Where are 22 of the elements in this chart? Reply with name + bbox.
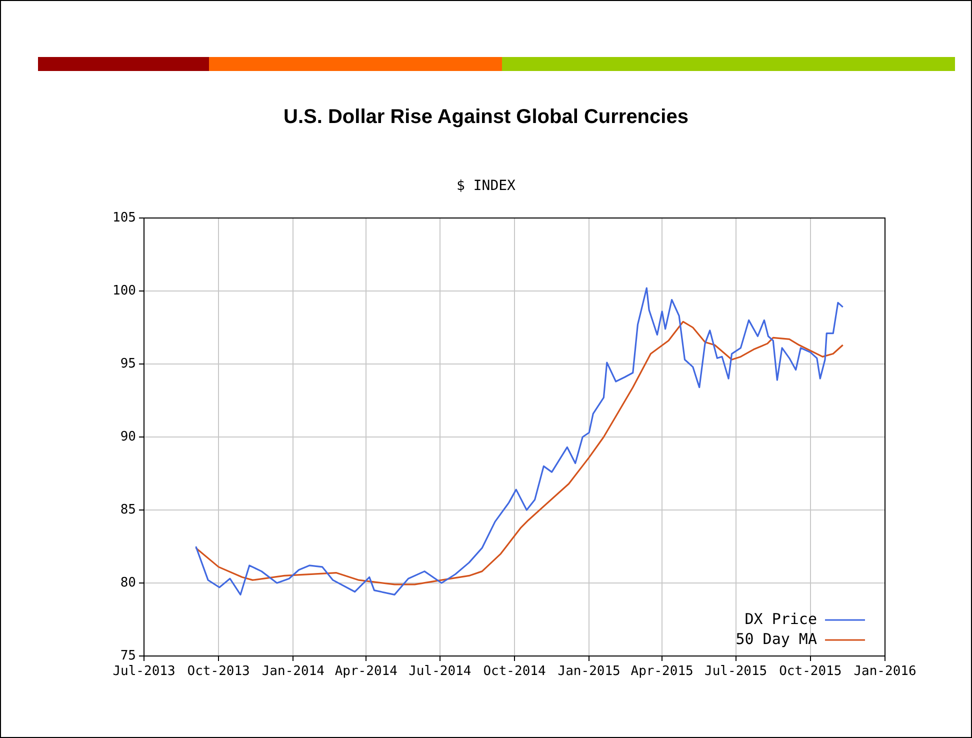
x-tick-label: Jan-2016 <box>854 664 916 680</box>
x-tick-label: Oct-2014 <box>483 664 546 680</box>
y-tick-label: 100 <box>112 283 136 298</box>
y-tick-label: 95 <box>120 356 136 372</box>
y-tick-label: 75 <box>120 648 136 664</box>
x-tick-label: Jul-2013 <box>112 664 176 680</box>
x-tick-label: Jul-2015 <box>704 664 768 680</box>
legend-label: 50 Day MA <box>736 630 817 648</box>
x-tick-label: Apr-2015 <box>630 664 694 680</box>
legend-label: DX Price <box>744 610 817 628</box>
x-tick-label: Oct-2015 <box>779 664 842 680</box>
x-tick-label: Jan-2014 <box>262 664 325 680</box>
x-tick-label: Jul-2014 <box>408 664 472 680</box>
chart-title: U.S. Dollar Rise Against Global Currencies <box>282 106 690 129</box>
y-tick-label: 90 <box>120 429 136 444</box>
x-tick-label: Oct-2013 <box>187 664 250 680</box>
x-tick-label: Jan-2015 <box>558 664 620 680</box>
y-tick-label: 80 <box>120 575 136 590</box>
chart-subtitle: $ INDEX <box>455 178 516 194</box>
y-tick-label: 105 <box>112 210 136 226</box>
x-tick-label: Apr-2014 <box>334 664 398 680</box>
y-tick-label: 85 <box>120 502 136 518</box>
